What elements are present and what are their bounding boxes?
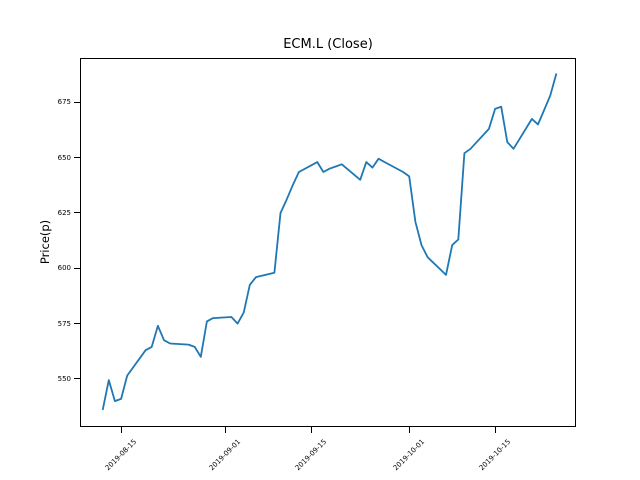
y-tick-label: 625	[57, 208, 71, 217]
y-tick-label: 675	[57, 98, 71, 107]
y-tick-mark	[74, 157, 80, 159]
x-tick-mark	[494, 427, 496, 434]
y-tick-mark	[74, 267, 80, 269]
y-tick-label: 650	[57, 153, 71, 162]
y-tick-mark	[74, 101, 80, 103]
y-tick-label: 550	[57, 374, 71, 383]
x-tick-mark	[310, 427, 312, 434]
y-tick-label: 600	[57, 264, 71, 273]
y-tick-mark	[74, 212, 80, 214]
x-tick-mark	[408, 427, 410, 434]
close-price-line	[101, 73, 558, 411]
y-tick-mark	[74, 323, 80, 325]
plot-area	[80, 57, 576, 428]
y-tick-mark	[74, 378, 80, 380]
x-tick-mark	[120, 427, 122, 434]
y-tick-label: 575	[57, 319, 71, 328]
x-tick-mark	[224, 427, 226, 434]
chart-title: ECM.L (Close)	[283, 37, 373, 52]
